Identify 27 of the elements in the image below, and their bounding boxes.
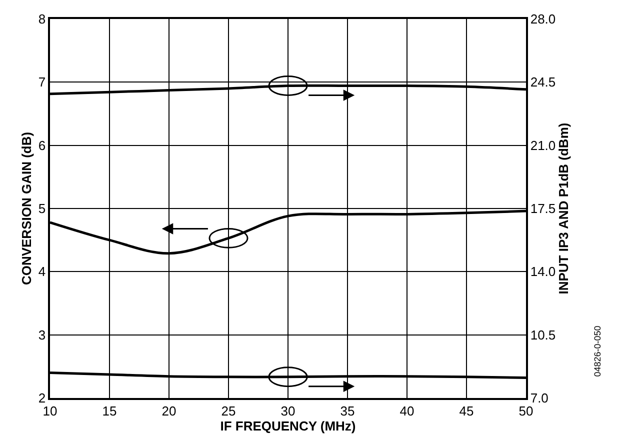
y-tick-label: 5	[38, 201, 46, 216]
y2-tick-label: 28.0	[530, 12, 556, 27]
x-tick-label: 40	[400, 403, 414, 418]
y2-tick-label: 24.5	[530, 74, 556, 90]
x-tick-label: 45	[459, 403, 474, 418]
y-tick-label: 6	[38, 138, 46, 153]
y-axis-title: CONVERSION GAIN (dB)	[18, 132, 34, 286]
x-tick-label: 10	[42, 403, 58, 418]
x-tick-label: 25	[221, 403, 236, 418]
y-tick-label: 3	[38, 327, 46, 342]
x-tick-label: 20	[162, 403, 176, 418]
y2-tick-label: 14.0	[530, 264, 556, 280]
y-tick-label: 8	[38, 12, 46, 27]
text: 04826-0-050	[592, 326, 603, 377]
x-tick-label: 15	[102, 403, 117, 418]
x-tick-label: 30	[280, 403, 296, 418]
y2-tick-label: 21.0	[530, 138, 556, 153]
x-tick-label: 50	[518, 403, 534, 418]
y2-axis-title: INPUT IP3 AND P1dB (dBm)	[556, 122, 571, 294]
x-tick-label: 35	[340, 403, 355, 418]
y2-tick-label: 10.5	[530, 327, 556, 342]
y-tick-label: 2	[38, 390, 46, 406]
x-axis-title: IF FREQUENCY (MHz)	[220, 418, 356, 434]
y2-tick-label: 17.5	[530, 201, 556, 216]
y-tick-label: 7	[38, 74, 46, 90]
y2-tick-label: 7.0	[530, 390, 548, 406]
y-tick-label: 4	[38, 264, 46, 280]
